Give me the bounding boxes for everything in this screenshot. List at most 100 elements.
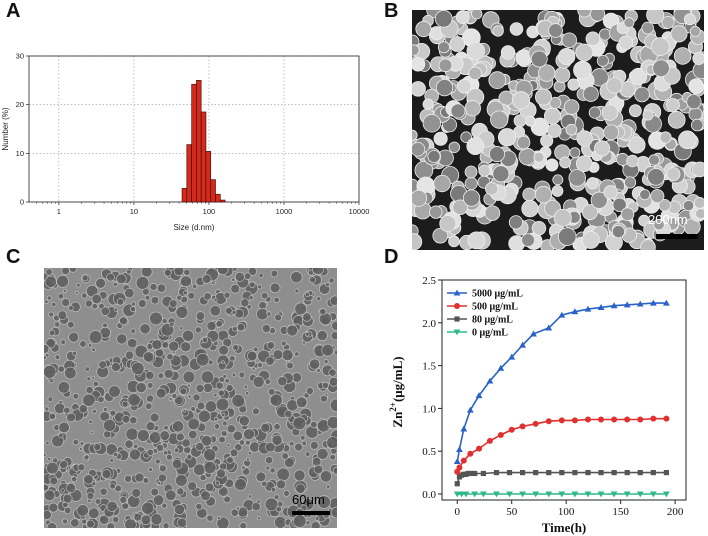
pore: [284, 457, 295, 468]
nanoparticle: [490, 110, 509, 129]
nanoparticle: [457, 78, 472, 94]
pore: [106, 522, 116, 528]
pore: [48, 311, 54, 318]
nanoparticle: [513, 114, 527, 128]
pore: [200, 435, 213, 447]
data-point: [533, 470, 539, 476]
data-point: [532, 420, 539, 427]
nanoparticle: [688, 78, 704, 95]
plot-frame: [441, 279, 687, 501]
pore: [240, 298, 250, 308]
pore: [100, 306, 110, 316]
pore: [47, 456, 52, 462]
pore: [163, 450, 169, 456]
pore: [135, 382, 147, 394]
pore: [290, 271, 303, 284]
pore: [97, 395, 105, 404]
pore: [44, 275, 57, 288]
pore: [322, 381, 330, 389]
pore: [182, 408, 187, 413]
y-tick-label: 2.5: [422, 275, 436, 287]
data-point: [649, 491, 657, 498]
pore: [91, 481, 97, 487]
nanoparticle: [639, 189, 651, 201]
pore: [180, 341, 192, 353]
pore: [148, 467, 153, 472]
pore: [187, 417, 200, 431]
pore: [203, 461, 217, 474]
pore: [70, 518, 80, 528]
pore: [106, 500, 118, 512]
nanoparticle: [618, 35, 634, 51]
nanoparticle: [577, 10, 592, 18]
data-point: [456, 464, 463, 471]
pore: [127, 338, 138, 349]
pore: [142, 351, 155, 363]
nanoparticle: [624, 176, 637, 189]
pore: [215, 397, 230, 412]
nanoparticle: [524, 115, 536, 127]
pore: [46, 522, 58, 528]
pore: [165, 489, 177, 501]
x-axis-label: Size (d.nm): [174, 223, 215, 232]
pore: [231, 277, 236, 282]
nanoparticle: [412, 141, 426, 157]
nanoparticle: [455, 10, 470, 24]
pore: [225, 384, 234, 392]
pore: [91, 375, 96, 380]
pore: [310, 420, 318, 429]
nanoparticle: [634, 86, 650, 103]
data-point: [636, 491, 644, 498]
pore: [261, 324, 271, 334]
pore: [217, 389, 225, 397]
pore: [158, 464, 167, 473]
pore: [124, 439, 134, 449]
pore: [231, 372, 237, 378]
pore: [211, 294, 217, 300]
data-point: [663, 415, 670, 422]
pore: [234, 478, 247, 491]
pore: [134, 472, 145, 483]
nanoparticle: [565, 123, 578, 136]
pore: [168, 340, 180, 352]
x-tick-label: 150: [612, 506, 629, 518]
pore: [62, 493, 73, 504]
data-point: [480, 470, 486, 477]
pore: [200, 490, 211, 501]
scale-bar: [292, 511, 330, 515]
nanoparticle: [439, 215, 457, 233]
nanoparticle: [489, 146, 506, 163]
y-label-superscript: 2+: [388, 402, 398, 412]
nanoparticle: [666, 98, 680, 112]
pore: [202, 382, 214, 393]
series-5000: [453, 299, 670, 465]
nanoparticle: [611, 225, 626, 239]
data-point: [650, 415, 657, 422]
pore: [311, 456, 322, 467]
pore: [48, 412, 56, 420]
pore: [140, 514, 152, 526]
pore: [86, 492, 95, 500]
data-point: [610, 491, 618, 498]
x-tick-label: 1000: [276, 207, 293, 216]
pore: [231, 310, 237, 315]
pore: [173, 268, 185, 277]
nanoparticle: [540, 134, 554, 148]
pore: [273, 296, 280, 303]
pore: [265, 356, 275, 366]
pore: [92, 408, 97, 414]
pore: [230, 508, 239, 517]
series-500: [454, 415, 670, 475]
pore: [195, 311, 206, 321]
pore: [295, 483, 306, 494]
pore: [302, 312, 312, 322]
pore: [149, 431, 162, 444]
pore: [316, 448, 329, 460]
data-point: [453, 329, 461, 336]
pore: [288, 441, 295, 447]
pore: [182, 329, 195, 342]
pore: [44, 364, 57, 379]
nanoparticle: [628, 136, 646, 154]
pore: [246, 350, 258, 362]
pore: [238, 439, 246, 446]
